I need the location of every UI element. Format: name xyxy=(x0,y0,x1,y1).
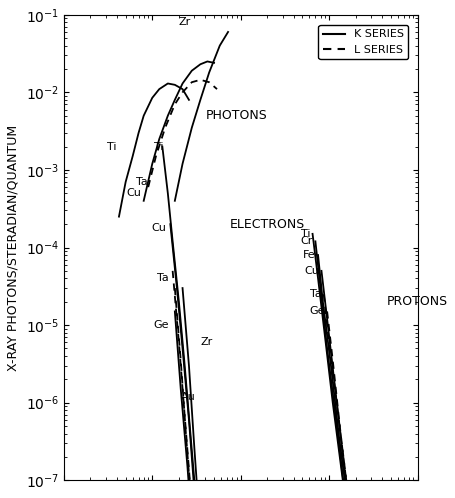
Text: Ti: Ti xyxy=(106,141,116,151)
Text: Zr: Zr xyxy=(178,17,190,27)
Text: Cu: Cu xyxy=(304,266,319,276)
Text: Ta: Ta xyxy=(136,177,148,187)
Text: Cr: Cr xyxy=(301,237,313,247)
Text: Cu: Cu xyxy=(152,223,167,233)
Text: Zr: Zr xyxy=(200,337,212,347)
Text: Au: Au xyxy=(181,391,196,401)
Legend: K SERIES, L SERIES: K SERIES, L SERIES xyxy=(318,25,409,59)
Text: Ge: Ge xyxy=(309,306,325,316)
Text: PHOTONS: PHOTONS xyxy=(206,109,268,122)
Text: Cu: Cu xyxy=(126,188,141,198)
Text: PROTONS: PROTONS xyxy=(387,295,448,308)
Text: Ta: Ta xyxy=(157,273,169,283)
Text: Ti: Ti xyxy=(154,141,164,151)
Y-axis label: X-RAY PHOTONS/STERADIAN/QUANTUM: X-RAY PHOTONS/STERADIAN/QUANTUM xyxy=(7,124,20,371)
Text: Ta: Ta xyxy=(310,289,322,299)
Text: Fe: Fe xyxy=(303,250,316,260)
Text: Ge: Ge xyxy=(154,320,169,330)
Text: Ti: Ti xyxy=(301,229,311,239)
Text: ELECTRONS: ELECTRONS xyxy=(230,218,305,231)
